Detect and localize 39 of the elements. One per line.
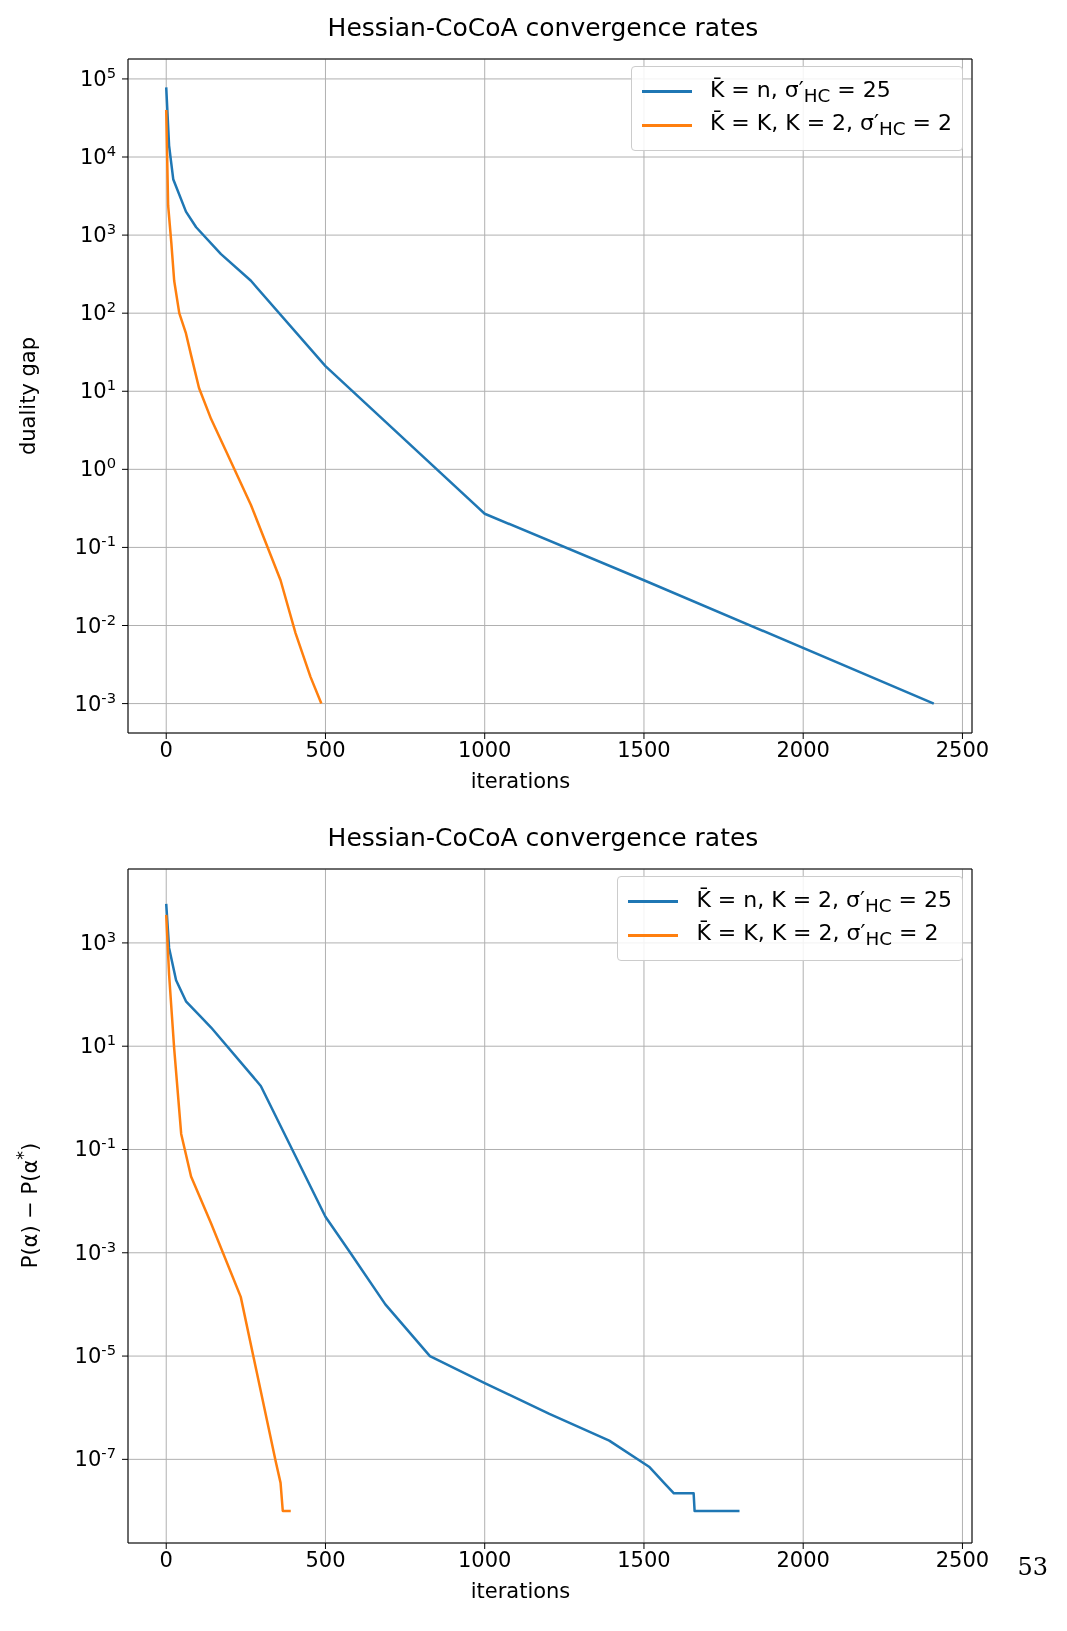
line-series: [164, 913, 292, 1513]
y-tick-label: 10$^{5}$: [79, 63, 116, 91]
legend-label: K̄ = n, σ′$_{HC}$ = 25: [709, 77, 891, 107]
y-tick-label: 10$^{4}$: [79, 141, 116, 170]
x-tick-label: 1500: [617, 738, 671, 762]
y-tick-label: 10$^{-1}$: [74, 531, 116, 560]
legend-label: K̄ = K, K = 2, σ′$_{HC}$ = 2: [709, 110, 952, 140]
chart-title: Hessian-CoCoA convergence rates: [326, 822, 760, 854]
y-tick-label: 10$^{-3}$: [74, 1237, 116, 1265]
y-tick-label: 10$^{1}$: [79, 1030, 116, 1059]
x-tick-label: 2000: [776, 738, 830, 762]
legend-label: K̄ = n, K = 2, σ′$_{HC}$ = 25: [696, 887, 952, 917]
y-tick-label: 10$^{-5}$: [74, 1340, 116, 1369]
y-tick-label: 10$^{-7}$: [74, 1443, 116, 1472]
x-tick-label: 500: [305, 738, 346, 762]
y-tick-label: 10$^{2}$: [79, 297, 116, 326]
x-tick-label: 1000: [457, 1548, 512, 1572]
y-tick-label: 10$^{-1}$: [74, 1133, 116, 1162]
y-tick-label: 10$^{0}$: [79, 453, 116, 482]
x-tick-label: 2500: [935, 1548, 990, 1572]
x-tick-label: 2500: [935, 738, 990, 762]
y-tick-label: 10$^{1}$: [79, 375, 116, 404]
legend-label: K̄ = K, K = 2, σ′$_{HC}$ = 2: [696, 920, 939, 950]
x-tick-label: 1000: [457, 738, 512, 762]
y-tick-label: 10$^{3}$: [79, 927, 116, 955]
x-tick-label: 500: [305, 1548, 346, 1572]
text: 53: [1017, 1553, 1048, 1581]
y-tick-label: 10$^{-3}$: [74, 688, 116, 716]
chart-title: Hessian-CoCoA convergence rates: [326, 12, 760, 44]
line-series: [164, 108, 323, 705]
x-axis-title: iterations: [469, 1579, 572, 1603]
x-tick-label: 0: [159, 1548, 173, 1572]
x-tick-label: 2000: [776, 1548, 830, 1572]
y-tick-label: 10$^{-2}$: [74, 610, 116, 638]
x-tick-label: 0: [159, 738, 173, 762]
x-tick-label: 1500: [617, 1548, 671, 1572]
y-tick-label: 10$^{3}$: [79, 219, 116, 248]
y-axis-title: duality gap: [16, 336, 41, 455]
x-axis-title: iterations: [469, 769, 572, 793]
